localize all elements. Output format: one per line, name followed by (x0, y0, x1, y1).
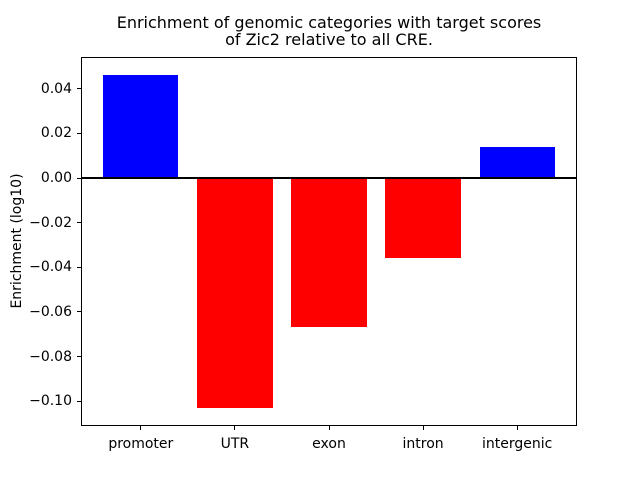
x-tick-mark (140, 426, 142, 430)
y-tick-mark (77, 132, 81, 134)
bar-UTR (197, 178, 273, 408)
y-tick-label: 0.00 (40, 170, 72, 187)
x-tick-label: intron (402, 436, 444, 452)
y-tick-mark (77, 400, 81, 402)
y-axis-label: Enrichment (log10) (9, 173, 25, 309)
x-tick-label: promoter (108, 436, 174, 452)
y-tick-label: −0.04 (29, 259, 72, 276)
plot-area (81, 57, 577, 426)
bar-exon (291, 178, 367, 328)
x-tick-label: exon (312, 436, 346, 452)
y-tick-label: −0.10 (29, 393, 72, 410)
y-tick-label: 0.04 (40, 80, 72, 97)
x-tick-mark (516, 426, 518, 430)
y-tick-label: 0.02 (40, 125, 72, 142)
bar-promoter (103, 75, 179, 179)
zero-baseline (82, 177, 576, 180)
y-tick-label: −0.06 (29, 303, 72, 320)
x-tick-mark (422, 426, 424, 430)
y-tick-mark (77, 311, 81, 313)
bar-intergenic (479, 146, 555, 178)
y-tick-label: −0.08 (29, 348, 72, 365)
y-tick-mark (77, 222, 81, 224)
y-tick-mark (77, 177, 81, 179)
bar-intron (385, 178, 461, 259)
x-tick-label: intergenic (482, 436, 553, 452)
x-tick-mark (234, 426, 236, 430)
x-tick-mark (328, 426, 330, 430)
y-tick-label: −0.02 (29, 214, 72, 231)
chart-title: Enrichment of genomic categories with ta… (116, 13, 542, 49)
x-tick-label: UTR (220, 436, 250, 452)
y-tick-mark (77, 88, 81, 90)
y-tick-mark (77, 266, 81, 268)
y-tick-mark (77, 356, 81, 357)
